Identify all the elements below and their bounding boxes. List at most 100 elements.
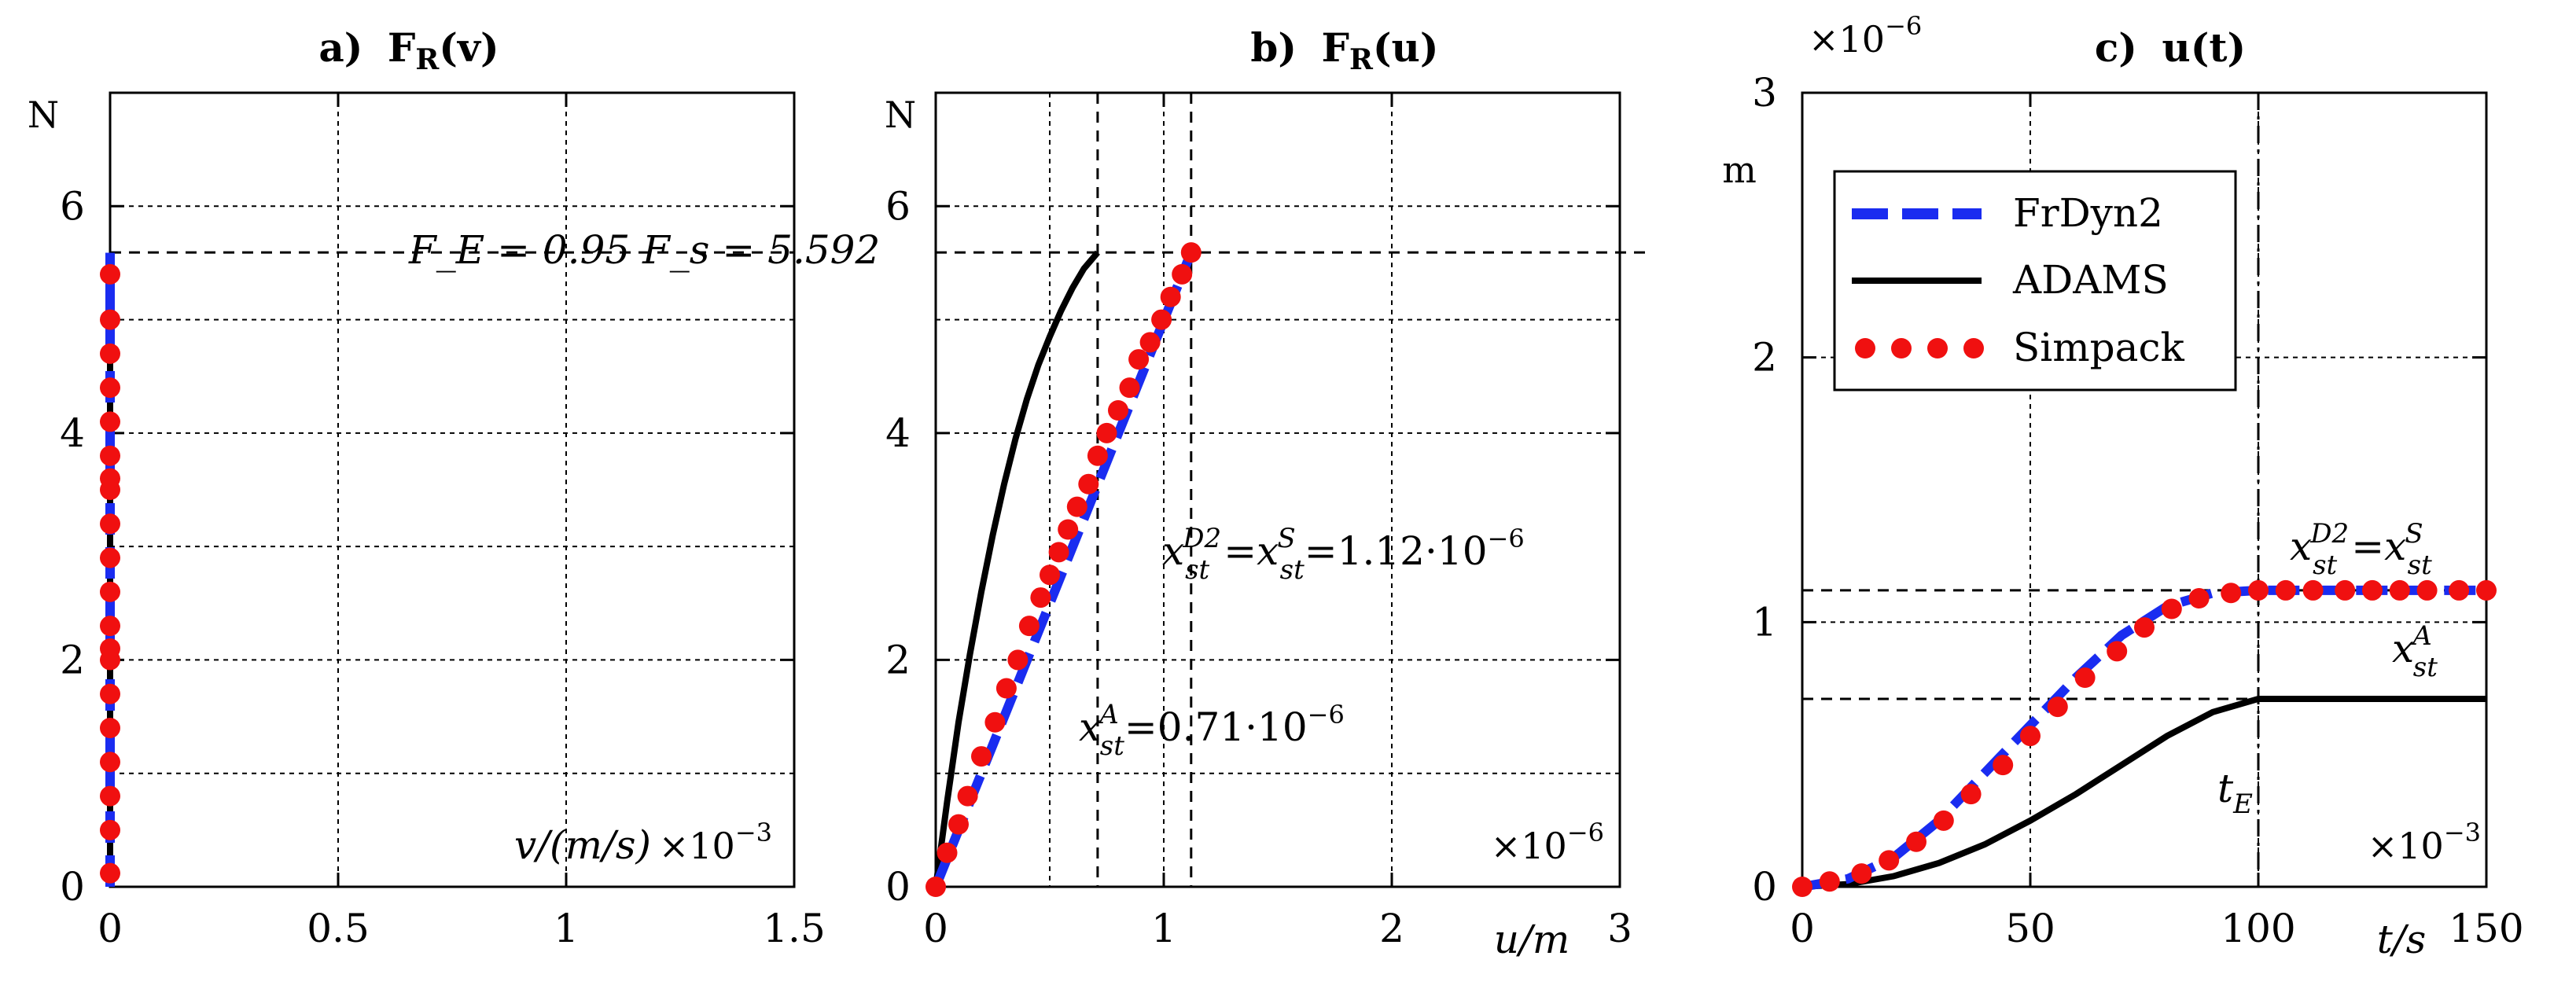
panel-c-series-simpack-point <box>2389 579 2410 601</box>
panel-c-y-tick-label: 2 <box>1752 335 1777 381</box>
panel-a-x-tick-label: 1 <box>554 906 579 951</box>
panel-c-series-simpack-point <box>1851 863 1872 884</box>
panel-a-series-simpack-point <box>100 581 120 602</box>
panel-c-series-simpack-point <box>2449 579 2470 601</box>
panel-b-x-axis-label: u/m <box>1494 917 1570 962</box>
panel-a-y-tick-label: 2 <box>60 637 85 682</box>
panel-b-series-simpack-point <box>926 877 946 897</box>
panel-b-ann2-sup: A <box>1097 699 1119 730</box>
panel-c-ann3-base: t <box>2217 766 2234 811</box>
panel-c-series-simpack-point <box>1933 810 1954 831</box>
panel-c-x-tick-label: 150 <box>2449 906 2523 951</box>
panel-c-x-tick-label: 100 <box>2221 906 2295 951</box>
panel-a-x-tick-label: 0 <box>98 906 123 951</box>
panel-b-ann1-sup2: S <box>1277 523 1295 554</box>
panel-a-title: a) FR(v) <box>318 24 499 76</box>
panel-b-series-simpack-point <box>1128 349 1150 370</box>
panel-a-series-simpack-point <box>100 638 120 659</box>
panel-c-title-main: u <box>2162 24 2190 71</box>
panel-a-title-arg: (v) <box>439 24 499 71</box>
panel-a-title-prefix: a) <box>318 24 362 71</box>
panel-a-x-label-text: v/(m/s) <box>514 822 651 868</box>
panel-c-annotation-te: tE <box>2217 766 2253 820</box>
panel-b-ann2-power: −6 <box>1308 700 1345 730</box>
panel-b-title-main: F <box>1321 24 1349 71</box>
panel-a-series-simpack-point <box>100 309 120 330</box>
panel-c-series-simpack-point <box>2161 598 2182 619</box>
panel-b-ann1-sub: st <box>1185 554 1209 586</box>
panel-c-series-simpack-point <box>2476 579 2497 601</box>
legend-simpack-dot <box>1927 338 1948 358</box>
panel-b-ann1-eq: = <box>1224 528 1257 574</box>
panel-c-series-simpack-point <box>2335 579 2356 601</box>
panel-c-series-simpack-point <box>2020 726 2041 747</box>
panel-c-ann1-sup2: S <box>2405 518 2423 550</box>
panel-c-annotation-xst-a: xA st <box>2392 620 2438 683</box>
panel-b-ann2-value: =0.71·10 <box>1124 704 1308 750</box>
panel-b-title: b) FR(u) <box>1250 24 1438 76</box>
panel-b-series-simpack-point <box>1160 286 1181 307</box>
panel-b-series-simpack-point <box>1087 445 1108 466</box>
panel-c-x-exponent: ×10−3 <box>2368 818 2481 867</box>
panel-a-series-simpack-point <box>100 752 120 773</box>
panel-b-series-simpack-point <box>1030 587 1051 608</box>
panel-b-ann1-base: x <box>1162 528 1184 574</box>
panel-c-title-arg: (t) <box>2191 24 2246 71</box>
panel-c-series-simpack-point <box>2275 579 2296 601</box>
legend-frdyn2-label: FrDyn2 <box>2013 190 2163 236</box>
panel-b-x-tick-label: 0 <box>923 906 948 951</box>
panel-b-x-exp-base: ×10 <box>1491 825 1567 867</box>
panel-a-series-simpack-point <box>100 263 120 285</box>
panel-b-ann1-sub2: st <box>1280 554 1305 586</box>
panel-a-series-simpack-point <box>100 343 120 364</box>
panel-b-series-simpack-point <box>948 814 969 835</box>
panel-b-annotation-xst-d2: xD2 st =xS st=1.12·10−6 <box>1162 523 1525 586</box>
panel-a-x-exp-base: ×10 <box>659 825 735 867</box>
legend-simpack-dot <box>1855 338 1875 358</box>
panel-b-series-adams <box>933 250 1100 888</box>
panel-c-series-simpack-point <box>1879 850 1900 871</box>
panel-b-series-simpack-point <box>1096 422 1117 443</box>
panel-c-axes-frame <box>1801 91 2488 888</box>
panel-c-y-exp-power: −6 <box>1885 11 1922 41</box>
panel-a-series-simpack-point <box>100 411 120 432</box>
panel-c-annotation-xst-d2: xD2 st =xS st <box>2290 518 2432 581</box>
panel-a-x-exp-power: −3 <box>735 818 772 847</box>
legend-adams-label: ADAMS <box>2012 257 2169 303</box>
panel-c-series-simpack-point <box>2302 579 2324 601</box>
panel-a-series-simpack-point <box>100 683 120 704</box>
panel-b-x-exponent: ×10−6 <box>1491 818 1604 867</box>
panel-c-ann1-sub: st <box>2313 550 2337 581</box>
panel-a-series-simpack-point <box>100 862 120 884</box>
panel-b-series-simpack-point <box>1108 400 1128 421</box>
panel-a-series-simpack-point <box>100 377 120 399</box>
panel-b-y-tick-label: 0 <box>885 864 911 910</box>
panel-b-series-simpack-point <box>1048 542 1069 563</box>
panel-b-series-simpack-point <box>984 711 1006 733</box>
panel-a-x-tick-label: 0.5 <box>307 906 370 951</box>
panel-b-title-arg: (u) <box>1373 24 1439 71</box>
panel-a-series-simpack-point <box>100 785 120 807</box>
panel-c-ann2-base: x <box>2392 626 2414 671</box>
panel-c-series-simpack-point <box>2221 583 2242 604</box>
panel-b-x-tick-label: 3 <box>1607 906 1632 951</box>
panel-c-y-unit: m <box>1722 149 1757 191</box>
panel-a-y-tick-label: 6 <box>60 183 85 229</box>
panel-b-series-simpack-point <box>1151 309 1172 330</box>
panel-c-title: c) u(t) <box>2095 24 2246 71</box>
panel-c-series-adams <box>1801 695 2486 890</box>
legend-simpack-swatch <box>1855 338 1984 358</box>
panel-b-axes-frame <box>934 91 1621 888</box>
panel-a-hline-label: F_E = 0.95 F_s = 5.592 <box>408 227 880 273</box>
panel-c-y-exponent: ×10−6 <box>1809 11 1922 61</box>
panel-b-series-simpack-point <box>1172 263 1193 285</box>
panel-c-series-simpack-point <box>2134 617 2155 638</box>
panel-a-series-simpack-point <box>100 616 120 637</box>
panel-b-annotation-xst-a: xA st=0.71·10−6 <box>1079 699 1345 762</box>
panel-b-title-sub: R <box>1349 43 1374 76</box>
panel-c-ann1-sub2: st <box>2408 550 2432 581</box>
legend-simpack-dot <box>1891 338 1912 358</box>
panel-b-series-frdyn2 <box>931 250 1196 889</box>
